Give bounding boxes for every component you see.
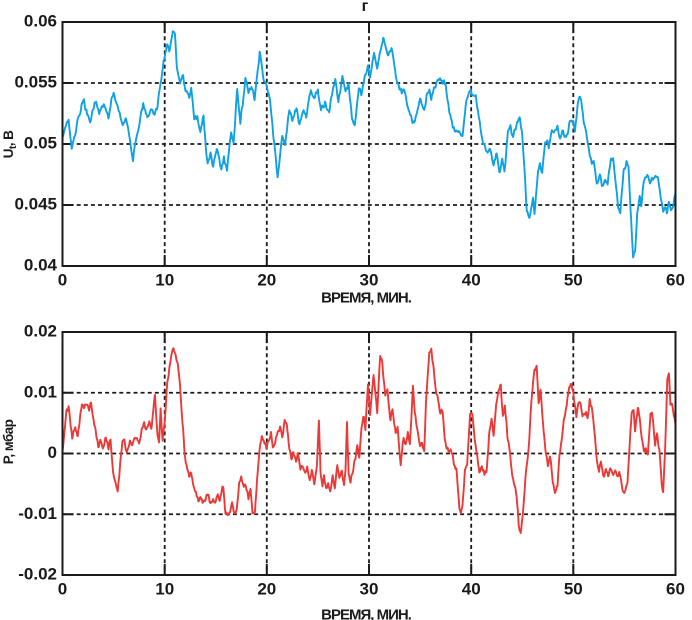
svg-text:0: 0 [58, 580, 67, 599]
svg-text:0: 0 [58, 271, 67, 290]
svg-text:30: 30 [360, 580, 379, 599]
svg-text:0.055: 0.055 [14, 73, 57, 92]
svg-text:ВРЕМЯ, МИН.: ВРЕМЯ, МИН. [321, 607, 412, 620]
svg-text:0.02: 0.02 [24, 322, 57, 341]
svg-text:50: 50 [564, 271, 583, 290]
svg-text:0: 0 [48, 443, 57, 462]
svg-text:20: 20 [257, 580, 276, 599]
svg-text:0.045: 0.045 [14, 195, 57, 214]
svg-text:40: 40 [462, 580, 481, 599]
svg-text:-0.01: -0.01 [18, 504, 57, 523]
svg-text:0.04: 0.04 [24, 256, 58, 275]
svg-text:10: 10 [155, 580, 174, 599]
svg-text:-0.02: -0.02 [18, 565, 57, 584]
svg-text:20: 20 [257, 271, 276, 290]
svg-text:60: 60 [666, 580, 685, 599]
svg-text:0.01: 0.01 [24, 382, 57, 401]
svg-text:0.06: 0.06 [24, 12, 57, 31]
svg-text:40: 40 [462, 271, 481, 290]
svg-text:0.05: 0.05 [24, 134, 57, 153]
svg-text:60: 60 [666, 271, 685, 290]
svg-text:50: 50 [564, 580, 583, 599]
svg-text:30: 30 [360, 271, 379, 290]
svg-text:P, мбар: P, мбар [1, 419, 16, 464]
svg-text:10: 10 [155, 271, 174, 290]
svg-text:Ut, В: Ut, В [1, 130, 19, 158]
svg-text:ВРЕМЯ, МИН.: ВРЕМЯ, МИН. [321, 290, 412, 307]
svg-text:г: г [362, 0, 369, 15]
